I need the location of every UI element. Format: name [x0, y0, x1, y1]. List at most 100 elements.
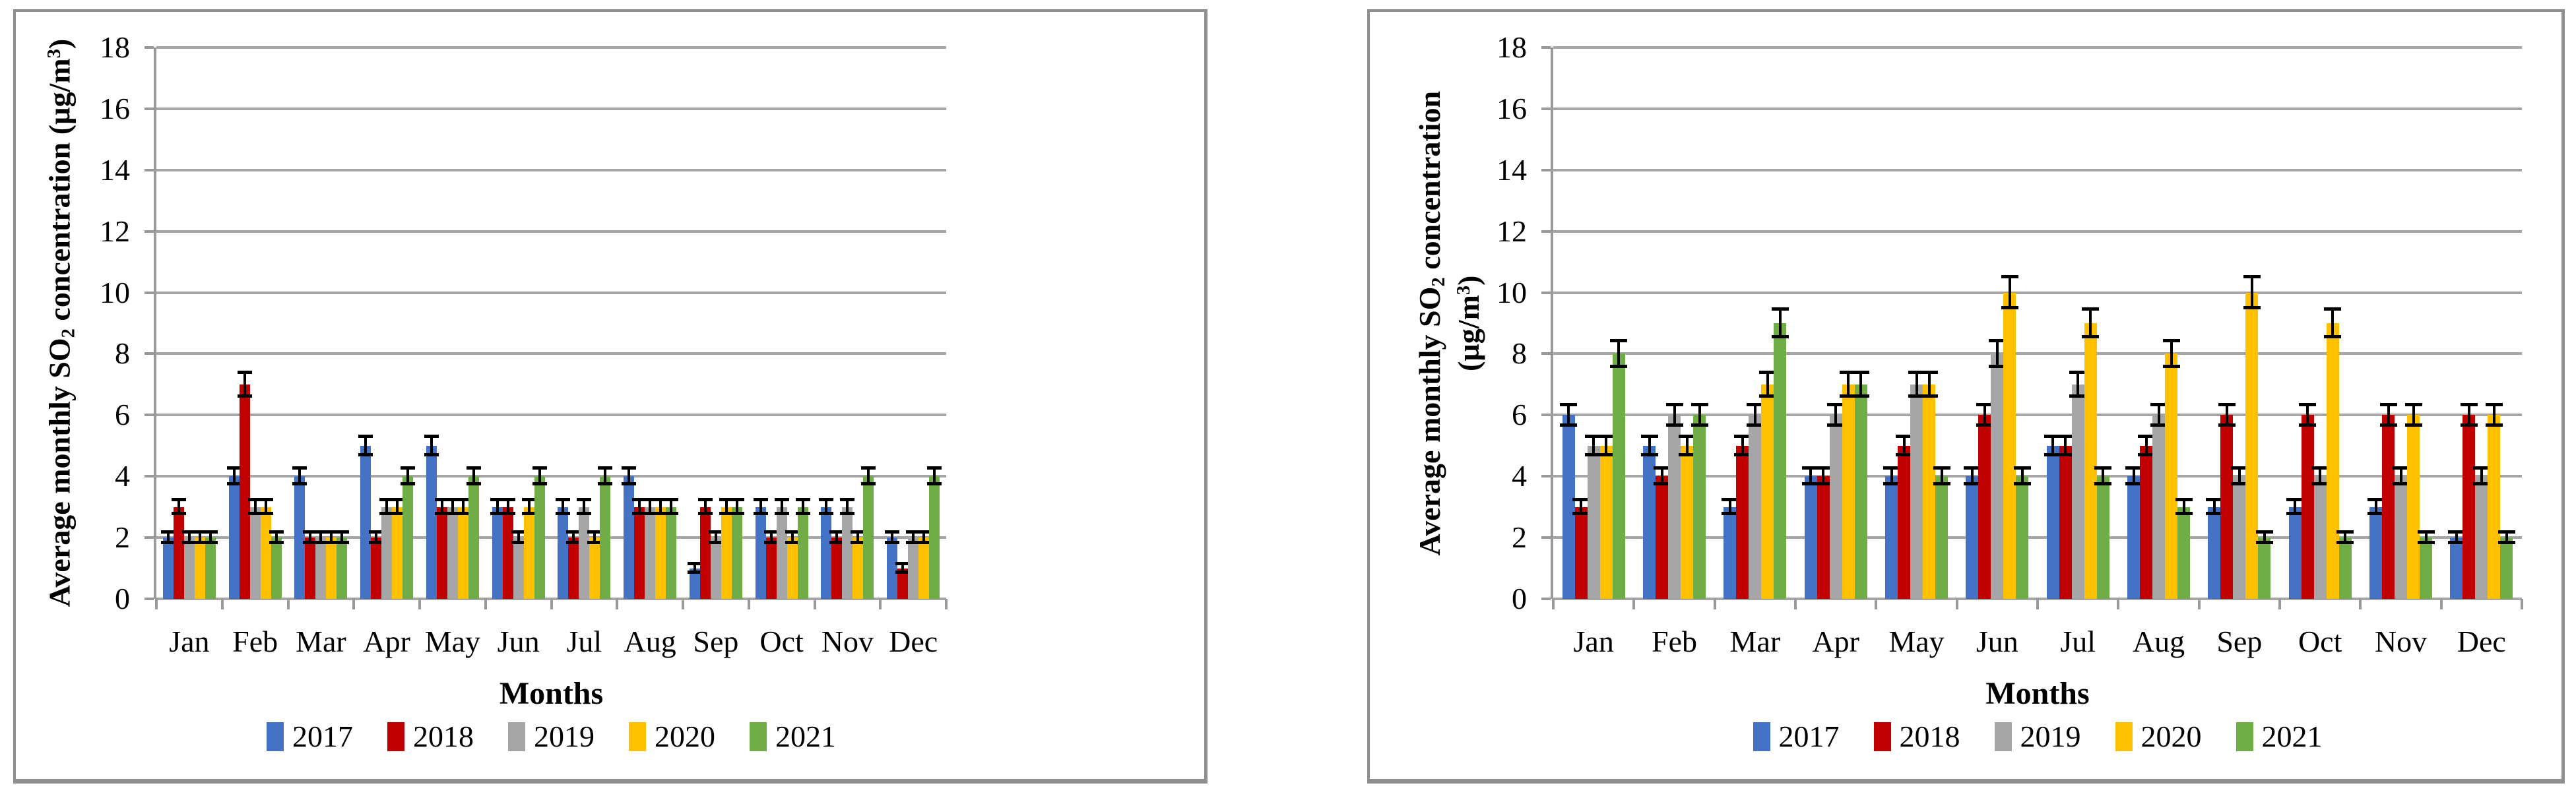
bar-2021-Jul	[2096, 476, 2109, 599]
error-cap-bottom	[917, 541, 932, 545]
legend-swatch-2020	[2115, 722, 2133, 751]
error-bar-2019-Jul	[583, 500, 586, 514]
error-cap-top	[1585, 434, 1603, 438]
x-tick-mark	[418, 599, 421, 609]
error-bar-2021-Apr	[1859, 373, 1863, 396]
error-cap-top	[774, 498, 789, 502]
x-tick-label-Dec: Dec	[889, 625, 938, 658]
y-tick-label: 18	[1497, 30, 1527, 64]
bar-2021-Jun	[2016, 476, 2029, 599]
y-tick-mark	[145, 536, 154, 540]
error-cap-bottom	[1933, 482, 1950, 486]
error-cap-top	[2255, 530, 2273, 534]
error-bar-2017-Feb	[1648, 436, 1651, 455]
bar-2017-Oct	[2288, 507, 2302, 599]
bar-2019-Dec	[908, 538, 919, 599]
error-cap-bottom	[774, 511, 789, 515]
error-bar-2019-Jan	[1592, 436, 1595, 455]
error-bar-2018-Feb	[243, 373, 246, 396]
error-cap-bottom	[719, 511, 734, 515]
error-cap-top	[664, 498, 679, 502]
error-cap-top	[2460, 402, 2478, 406]
error-bar-2019-Jun	[517, 532, 520, 543]
error-cap-bottom	[895, 571, 911, 574]
y-tick-mark	[1541, 536, 1551, 540]
legend: 2017 2018 2019 2020 2021	[156, 718, 946, 755]
bar-2018-Sep	[2220, 415, 2234, 599]
error-cap-top	[906, 530, 921, 534]
error-cap-top	[203, 530, 218, 534]
bar-2018-Jan	[1574, 507, 1588, 599]
error-bar-2021-May	[1940, 468, 1943, 485]
error-cap-top	[851, 530, 866, 534]
bar-2018-Jan	[173, 507, 184, 599]
error-bar-2021-Aug	[2182, 500, 2185, 514]
error-bar-2018-Nov	[835, 532, 839, 543]
error-cap-bottom	[2243, 305, 2261, 309]
bar-2017-Jun	[492, 507, 503, 599]
bar-2018-Sep	[699, 507, 711, 599]
legend-item-2021: 2021	[750, 718, 836, 755]
error-bar-2017-Aug	[2132, 468, 2135, 485]
error-cap-top	[917, 530, 932, 534]
error-cap-top	[247, 498, 263, 502]
error-bar-2020-Jul	[2089, 309, 2092, 338]
bar-2019-Feb	[249, 507, 261, 599]
error-cap-top	[763, 530, 779, 534]
error-bar-2021-Dec	[2505, 532, 2508, 543]
error-cap-top	[2069, 371, 2087, 375]
error-cap-bottom	[1827, 423, 1845, 427]
x-tick-label-Aug: Aug	[624, 625, 676, 658]
error-bar-2018-Oct	[2306, 404, 2309, 426]
error-cap-bottom	[1920, 394, 1938, 398]
x-tick-label-Oct: Oct	[759, 625, 804, 658]
error-cap-top	[927, 466, 942, 470]
x-tick-label-Jun: Jun	[1976, 625, 2018, 658]
bar-2021-Jul	[600, 476, 611, 599]
error-bar-2020-Nov	[2412, 404, 2415, 426]
error-cap-bottom	[247, 511, 263, 515]
error-bar-2019-Apr	[1834, 404, 1838, 426]
error-cap-top	[226, 466, 242, 470]
x-tick-label-Nov: Nov	[821, 625, 874, 658]
error-cap-top	[643, 498, 658, 502]
error-cap-bottom	[2125, 482, 2142, 486]
error-cap-bottom	[203, 541, 218, 545]
legend-label-2018: 2018	[413, 720, 474, 753]
error-cap-top	[829, 530, 845, 534]
y-tick-label: 10	[100, 275, 130, 309]
error-bar-2018-Jul	[572, 532, 575, 543]
error-cap-bottom	[521, 511, 536, 515]
error-cap-bottom	[181, 541, 197, 545]
gridline	[156, 168, 946, 171]
error-cap-bottom	[2286, 511, 2304, 515]
legend-item-2018: 2018	[387, 718, 474, 755]
error-bar-2020-Sep	[724, 500, 728, 514]
error-cap-bottom	[2044, 452, 2062, 456]
error-cap-bottom	[2417, 541, 2435, 545]
error-cap-top	[1988, 338, 2006, 342]
error-cap-bottom	[1988, 364, 2006, 368]
bar-2019-Sep	[2233, 476, 2246, 599]
error-cap-bottom	[2472, 482, 2490, 486]
error-bar-2019-Sep	[2238, 468, 2241, 485]
gridline	[1553, 352, 2522, 355]
error-cap-top	[2094, 466, 2112, 470]
error-bar-2020-Jun	[2008, 277, 2011, 308]
gridline	[1553, 46, 2522, 49]
legend-item-2017: 2017	[267, 718, 353, 755]
error-cap-bottom	[2094, 482, 2112, 486]
gridline	[1553, 107, 2522, 110]
error-bar-2018-Jun	[506, 500, 509, 514]
error-cap-bottom	[2137, 452, 2155, 456]
error-cap-bottom	[1976, 423, 1993, 427]
x-tick-mark	[1713, 599, 1716, 609]
gridline	[156, 352, 946, 355]
error-bar-2020-Apr	[396, 500, 399, 514]
gridline	[156, 291, 946, 294]
bar-2021-Mar	[1774, 323, 1787, 599]
legend-label-2017: 2017	[292, 720, 353, 753]
gridline	[156, 475, 946, 478]
legend-item-2020: 2020	[629, 718, 715, 755]
error-cap-bottom	[1597, 452, 1615, 456]
